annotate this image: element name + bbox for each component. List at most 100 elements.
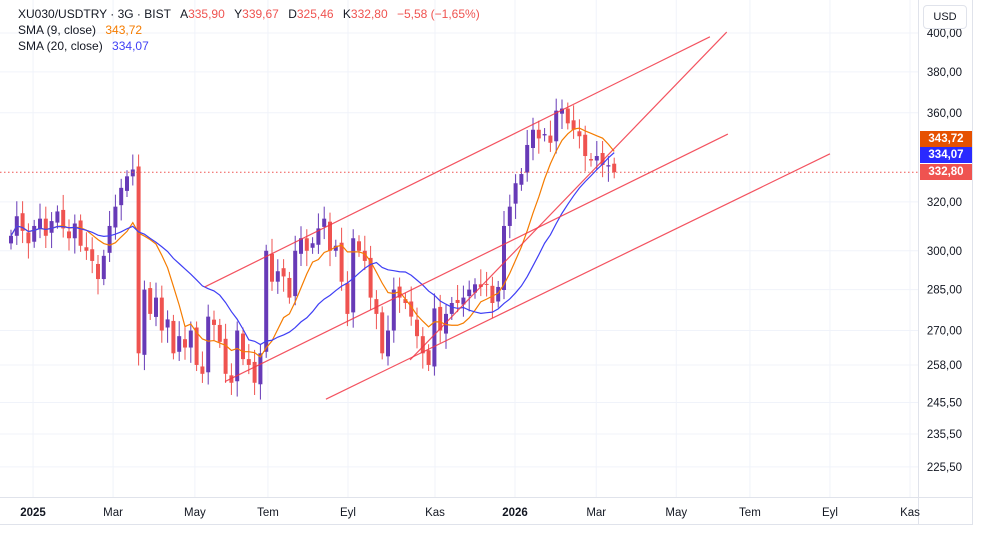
- candle-down: [345, 283, 350, 314]
- candle-down: [536, 129, 541, 139]
- candle-up: [142, 289, 147, 355]
- candle-up: [507, 206, 512, 226]
- candle-up: [554, 110, 559, 142]
- candle-down: [357, 241, 361, 251]
- candle-up: [107, 225, 112, 253]
- sma9-value: 343,72: [105, 23, 143, 37]
- candle-down: [136, 166, 141, 354]
- candle-up: [206, 316, 211, 373]
- candle-down: [612, 163, 617, 173]
- trendline: [325, 153, 831, 400]
- candle-down: [20, 213, 25, 231]
- candle-down: [478, 284, 483, 287]
- price-tick-label: 320,00: [927, 197, 962, 209]
- sma9-line: [10, 127, 615, 358]
- trendline: [409, 31, 728, 361]
- candle-down: [96, 263, 100, 280]
- sma9-legend[interactable]: SMA (9, close) 343,72: [18, 22, 480, 38]
- candle-down: [43, 218, 48, 236]
- candle-up: [467, 289, 472, 297]
- close-value: 332,80: [350, 7, 388, 21]
- candle-down: [246, 359, 251, 365]
- price-tick-label: 235,50: [927, 429, 962, 441]
- candle-down: [420, 336, 425, 354]
- candle-down: [368, 257, 373, 298]
- candle-up: [513, 183, 518, 204]
- candle-up: [130, 169, 135, 177]
- sma20-legend[interactable]: SMA (20, close) 334,07: [18, 38, 480, 54]
- close-label: K: [342, 7, 351, 21]
- candle-down: [194, 327, 199, 365]
- price-axis: [918, 0, 973, 525]
- candle-down: [183, 339, 187, 348]
- candle-down: [339, 242, 344, 282]
- candle-up: [9, 235, 13, 244]
- time-tick-label: May: [665, 507, 687, 519]
- candle-up: [519, 174, 524, 185]
- ohlc-row: XU030/USDTRY · 3G · BIST A335,90 Y339,67…: [18, 6, 480, 22]
- candle-up: [154, 297, 158, 317]
- candle-up: [119, 187, 124, 206]
- sma20-price-label: 334,07: [920, 147, 972, 163]
- time-tick-label: Tem: [739, 507, 761, 519]
- candle-down: [426, 350, 431, 365]
- time-tick-label: Kas: [425, 507, 445, 519]
- candle-down: [415, 319, 419, 337]
- candle-down: [212, 319, 216, 325]
- candle-down: [577, 131, 582, 137]
- price-tick-label: 225,50: [927, 462, 962, 474]
- sma9-price-label: 343,72: [920, 131, 972, 147]
- candle-down: [380, 312, 385, 354]
- candle-up: [444, 313, 448, 334]
- candle-up: [333, 245, 338, 251]
- candle-down: [362, 250, 367, 261]
- price-tick-label: 300,00: [927, 246, 962, 258]
- price-tick-label: 258,00: [927, 360, 962, 372]
- candle-down: [61, 209, 66, 229]
- time-tick-label: Kas: [900, 507, 920, 519]
- time-tick-label: Mar: [103, 507, 123, 519]
- candle-down: [171, 320, 176, 354]
- candle-down: [67, 231, 71, 239]
- candle-up: [322, 218, 327, 227]
- candle-up: [502, 225, 506, 290]
- candle-up: [525, 144, 530, 173]
- candle-down: [223, 338, 228, 374]
- low-label: D: [288, 7, 297, 21]
- time-tick-label: 2026: [502, 507, 528, 519]
- price-tick-label: 285,00: [927, 285, 962, 297]
- candle-down: [548, 135, 553, 143]
- sma20-line: [10, 152, 615, 346]
- candle-down: [600, 153, 605, 165]
- candle-up: [38, 218, 42, 229]
- candle-up: [55, 211, 60, 223]
- candle-up: [113, 206, 118, 228]
- trendline: [224, 133, 729, 383]
- candle-down: [403, 299, 408, 304]
- candle-down: [287, 277, 292, 298]
- price-tick-label: 360,00: [927, 108, 962, 120]
- candle-up: [310, 243, 315, 248]
- symbol-title[interactable]: XU030/USDTRY · 3G · BIST: [18, 7, 171, 21]
- high-value: 339,67: [242, 7, 279, 21]
- candle-up: [125, 176, 129, 191]
- candle-up: [351, 238, 356, 313]
- price-tick-label: 245,50: [927, 398, 962, 410]
- candle-up: [316, 228, 321, 245]
- chart-legend: XU030/USDTRY · 3G · BIST A335,90 Y339,67…: [18, 6, 480, 54]
- candle-up: [461, 297, 466, 305]
- candle-down: [328, 221, 332, 251]
- open-value: 335,90: [188, 7, 225, 21]
- price-tick-label: 400,00: [927, 28, 962, 40]
- time-tick-label: 2025: [20, 507, 46, 519]
- sma9-label: SMA (9, close): [18, 23, 97, 37]
- currency-button[interactable]: USD: [923, 5, 967, 29]
- time-tick-label: May: [184, 507, 206, 519]
- candle-down: [26, 232, 31, 244]
- candle-up: [293, 250, 298, 297]
- candle-up: [449, 303, 454, 314]
- candle-up: [101, 255, 106, 280]
- candle-down: [84, 247, 89, 251]
- candle-up: [299, 238, 303, 254]
